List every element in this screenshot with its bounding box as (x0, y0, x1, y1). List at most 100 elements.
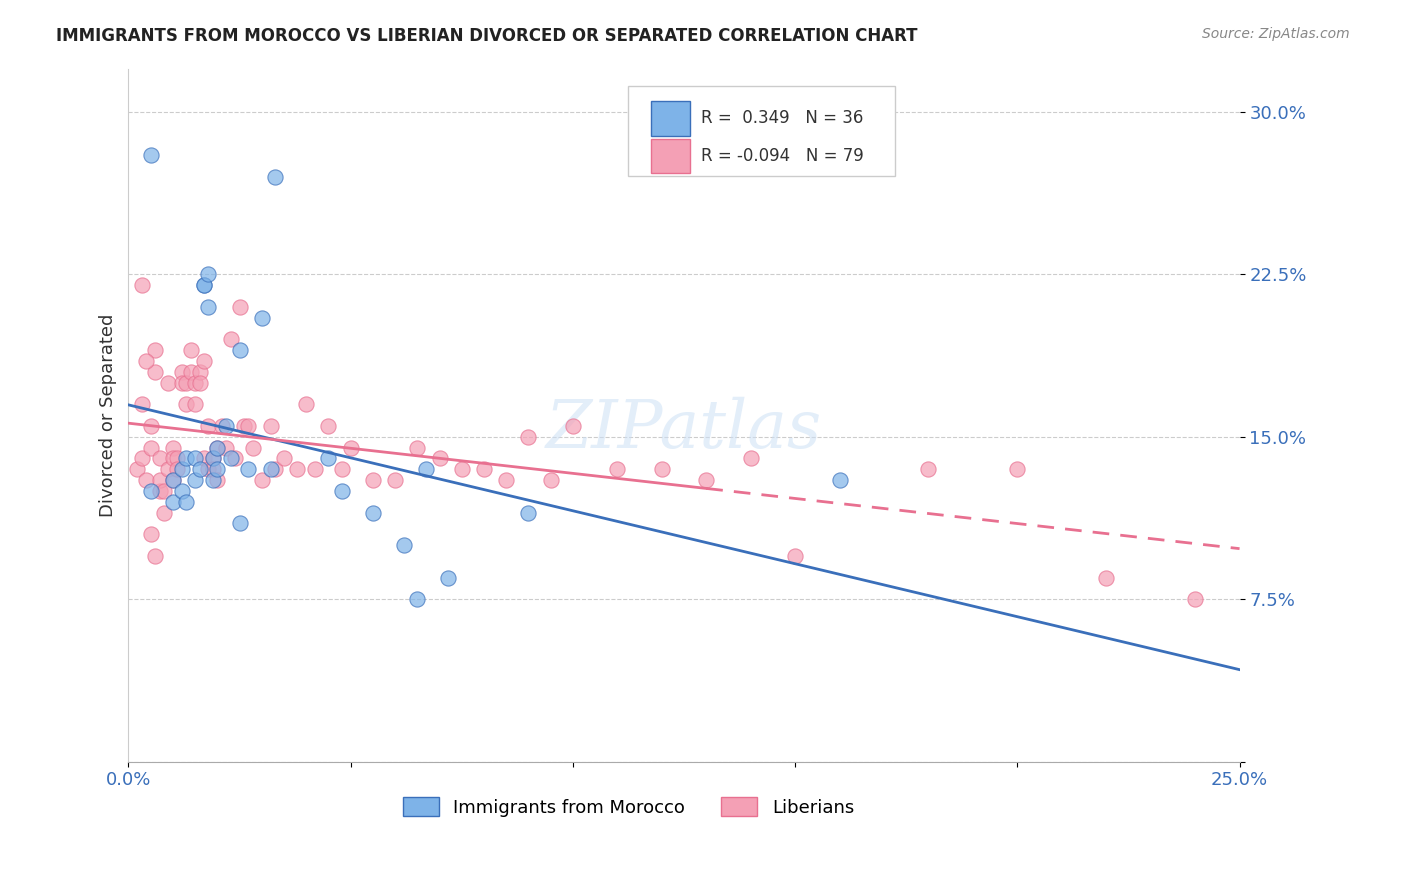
Point (1184, 592, 1206, 607)
Point (162, 473, 184, 487)
Point (228, 516, 250, 531)
Point (131, 397, 153, 411)
Point (170, 483, 193, 498)
Point (450, 462, 472, 476)
Point (406, 441, 429, 455)
Point (131, 278, 153, 293)
Point (174, 451, 197, 466)
Point (201, 451, 224, 466)
Point (166, 451, 188, 466)
Text: IMMIGRANTS FROM MOROCCO VS LIBERIAN DIVORCED OR SEPARATED CORRELATION CHART: IMMIGRANTS FROM MOROCCO VS LIBERIAN DIVO… (56, 27, 918, 45)
Point (339, 441, 361, 455)
Point (193, 354, 215, 368)
Point (149, 473, 172, 487)
Point (139, 418, 162, 433)
Point (207, 473, 229, 487)
Point (233, 418, 256, 433)
Point (207, 441, 229, 455)
Point (828, 473, 851, 487)
Point (250, 310, 273, 325)
Point (139, 441, 162, 455)
Text: ZIPatlas: ZIPatlas (546, 396, 823, 461)
Point (201, 451, 224, 466)
Y-axis label: Divorced or Separated: Divorced or Separated (100, 313, 117, 516)
Point (174, 397, 197, 411)
Point (188, 376, 211, 390)
Point (184, 451, 207, 466)
Point (495, 473, 517, 487)
Point (139, 483, 162, 498)
Point (180, 365, 202, 379)
Point (318, 451, 340, 466)
Point (188, 365, 211, 379)
Point (193, 278, 215, 293)
Point (215, 441, 238, 455)
Point (162, 473, 184, 487)
Point (184, 376, 207, 390)
Point (197, 462, 219, 476)
Point (917, 462, 939, 476)
Point (188, 462, 211, 476)
Point (149, 483, 172, 498)
Point (219, 332, 242, 346)
Point (184, 397, 207, 411)
Point (162, 441, 184, 455)
Point (184, 473, 207, 487)
Point (1007, 462, 1029, 476)
Point (415, 462, 437, 476)
Point (264, 462, 287, 476)
Point (285, 462, 308, 476)
Point (224, 451, 246, 466)
Point (193, 451, 215, 466)
Point (361, 506, 384, 520)
Point (201, 462, 224, 476)
FancyBboxPatch shape (651, 101, 689, 136)
Point (606, 462, 628, 476)
Point (472, 462, 495, 476)
Point (166, 462, 188, 476)
Point (207, 441, 229, 455)
Point (264, 169, 287, 184)
Point (392, 538, 415, 552)
Point (197, 300, 219, 314)
Point (295, 397, 318, 411)
Point (170, 462, 193, 476)
Point (318, 418, 340, 433)
Point (384, 473, 406, 487)
Point (330, 483, 353, 498)
Point (260, 418, 283, 433)
Point (238, 462, 260, 476)
Point (517, 430, 540, 444)
Point (139, 148, 162, 162)
Point (228, 300, 250, 314)
Point (139, 527, 162, 541)
Point (330, 462, 353, 476)
Point (304, 462, 326, 476)
Point (157, 462, 180, 476)
Point (153, 506, 176, 520)
Point (242, 441, 264, 455)
Point (131, 451, 153, 466)
Point (406, 592, 429, 607)
Point (149, 451, 172, 466)
Point (197, 418, 219, 433)
Point (215, 418, 238, 433)
Point (540, 473, 562, 487)
Point (143, 365, 166, 379)
Point (174, 494, 197, 508)
Point (429, 451, 451, 466)
Point (219, 451, 242, 466)
Point (238, 418, 260, 433)
Point (127, 462, 149, 476)
Point (180, 343, 202, 357)
Point (157, 376, 180, 390)
Point (135, 473, 157, 487)
Point (273, 451, 295, 466)
Point (207, 462, 229, 476)
Point (250, 473, 273, 487)
Point (228, 343, 250, 357)
Point (153, 483, 176, 498)
Point (197, 268, 219, 282)
Point (170, 365, 193, 379)
Point (170, 376, 193, 390)
